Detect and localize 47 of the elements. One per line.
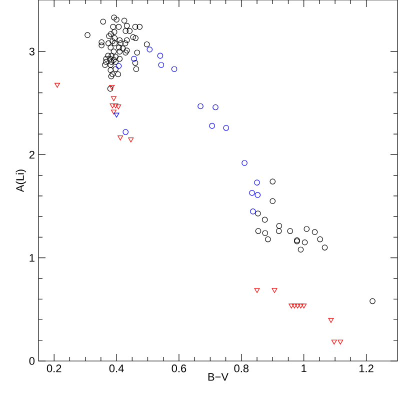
x-axis-title: B−V bbox=[208, 373, 228, 381]
point bbox=[223, 124, 230, 131]
point bbox=[331, 340, 337, 345]
x-tick-label: 1.2 bbox=[359, 364, 374, 372]
x-tick-label: 0.8 bbox=[234, 364, 249, 372]
point bbox=[131, 56, 137, 62]
point bbox=[272, 288, 278, 293]
point bbox=[54, 82, 60, 88]
x-tick-label: 1 bbox=[302, 364, 306, 372]
point bbox=[111, 110, 116, 114]
y-tick-label: 3 bbox=[29, 48, 34, 56]
point bbox=[157, 52, 164, 59]
point bbox=[249, 190, 255, 196]
point bbox=[212, 104, 218, 110]
x-tick-label: 0.4 bbox=[109, 364, 124, 372]
point bbox=[292, 304, 298, 308]
y-tick-label: 1 bbox=[30, 254, 34, 262]
point bbox=[118, 135, 124, 140]
point bbox=[288, 304, 294, 308]
point bbox=[116, 104, 122, 110]
point bbox=[242, 160, 248, 166]
point bbox=[250, 208, 256, 214]
point bbox=[294, 304, 300, 308]
point bbox=[114, 112, 120, 118]
point bbox=[328, 318, 334, 323]
y-tick-label: 0 bbox=[29, 357, 35, 365]
point bbox=[338, 340, 344, 345]
point bbox=[128, 138, 134, 142]
point bbox=[158, 62, 164, 68]
x-tick-label: 0.6 bbox=[172, 364, 186, 372]
point bbox=[298, 304, 304, 308]
point bbox=[110, 104, 116, 108]
point bbox=[254, 288, 260, 293]
point bbox=[301, 304, 307, 308]
point bbox=[209, 122, 215, 129]
point bbox=[171, 66, 178, 72]
point bbox=[198, 103, 204, 110]
y-axis-title: A(Li) bbox=[16, 170, 26, 192]
point bbox=[122, 129, 128, 135]
point bbox=[111, 96, 116, 102]
x-tick-label: 0.2 bbox=[46, 364, 62, 372]
point bbox=[254, 192, 261, 198]
point bbox=[146, 46, 153, 52]
point bbox=[116, 63, 122, 69]
point bbox=[254, 180, 260, 186]
point bbox=[112, 104, 118, 108]
y-tick-label: 2 bbox=[29, 150, 34, 159]
